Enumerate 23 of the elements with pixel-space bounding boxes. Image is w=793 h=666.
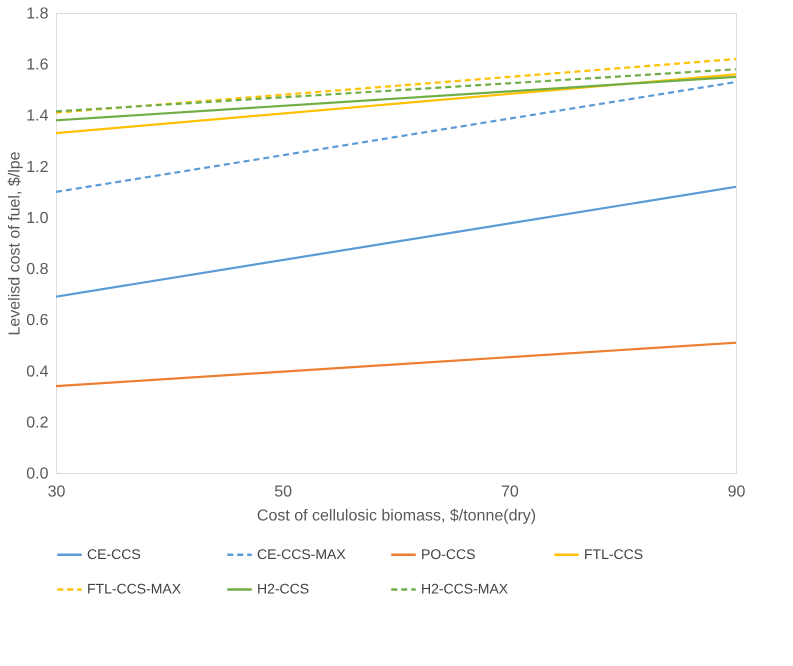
- legend-label: FTL-CCS-MAX: [87, 580, 182, 596]
- legend-label: PO-CCS: [421, 546, 476, 562]
- x-axis-title: Cost of cellulosic biomass, $/tonne(dry): [256, 508, 536, 524]
- x-tick-label: 70: [500, 484, 519, 500]
- x-tick-label: 50: [274, 484, 292, 500]
- y-tick-label: 1.6: [26, 56, 49, 74]
- y-tick-label: 0.0: [26, 466, 49, 482]
- legend-label: CE-CCS: [87, 546, 141, 562]
- x-tick-label: 90: [728, 484, 746, 500]
- y-tick-label: 1.2: [26, 158, 49, 176]
- legend-label: CE-CCS-MAX: [257, 546, 346, 562]
- y-tick-label: 0.4: [26, 363, 49, 380]
- y-axis-title: Levelisd cost of fuel, $/lpe: [6, 151, 24, 336]
- legend-label: FTL-CCS: [584, 546, 644, 562]
- y-tick-label: 0.6: [26, 312, 49, 330]
- legend-label: H2-CCS: [257, 580, 310, 596]
- legend-label: H2-CCS-MAX: [421, 580, 509, 596]
- x-tick-label: 30: [48, 484, 66, 500]
- y-tick-label: 1.4: [26, 108, 49, 125]
- y-tick-label: 0.8: [26, 261, 49, 278]
- y-tick-label: 0.2: [26, 414, 49, 432]
- y-tick-label: 1.8: [26, 6, 49, 22]
- y-tick-label: 1.0: [26, 210, 49, 227]
